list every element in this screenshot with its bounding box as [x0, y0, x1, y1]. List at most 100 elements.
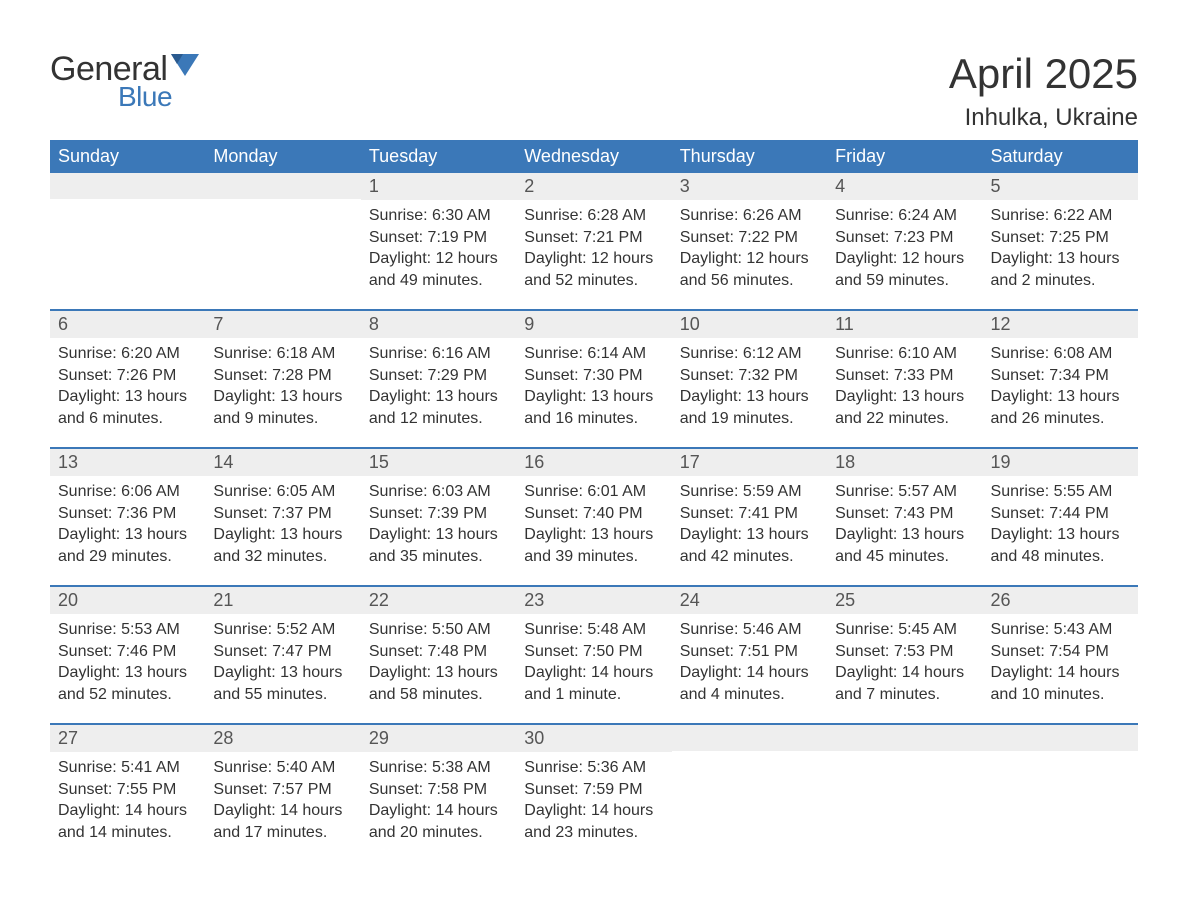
day-number: 26: [983, 587, 1138, 614]
sunrise-text: Sunrise: 6:24 AM: [835, 205, 974, 227]
weekday-saturday: Saturday: [983, 140, 1138, 173]
sunset-text: Sunset: 7:21 PM: [524, 227, 663, 249]
day-body: Sunrise: 6:22 AMSunset: 7:25 PMDaylight:…: [983, 200, 1138, 296]
day-body: Sunrise: 6:05 AMSunset: 7:37 PMDaylight:…: [205, 476, 360, 572]
day-number: 12: [983, 311, 1138, 338]
daylight-text: Daylight: 13 hours and 19 minutes.: [680, 386, 819, 429]
day-body: Sunrise: 6:06 AMSunset: 7:36 PMDaylight:…: [50, 476, 205, 572]
sunset-text: Sunset: 7:41 PM: [680, 503, 819, 525]
day-cell: 5Sunrise: 6:22 AMSunset: 7:25 PMDaylight…: [983, 173, 1138, 309]
day-cell: 14Sunrise: 6:05 AMSunset: 7:37 PMDayligh…: [205, 449, 360, 585]
day-number: [983, 725, 1138, 751]
day-body: Sunrise: 6:01 AMSunset: 7:40 PMDaylight:…: [516, 476, 671, 572]
daylight-text: Daylight: 13 hours and 48 minutes.: [991, 524, 1130, 567]
day-body: Sunrise: 5:36 AMSunset: 7:59 PMDaylight:…: [516, 752, 671, 848]
daylight-text: Daylight: 12 hours and 52 minutes.: [524, 248, 663, 291]
day-cell: 28Sunrise: 5:40 AMSunset: 7:57 PMDayligh…: [205, 725, 360, 861]
day-cell: 25Sunrise: 5:45 AMSunset: 7:53 PMDayligh…: [827, 587, 982, 723]
sunrise-text: Sunrise: 6:06 AM: [58, 481, 197, 503]
sunset-text: Sunset: 7:54 PM: [991, 641, 1130, 663]
daylight-text: Daylight: 14 hours and 20 minutes.: [369, 800, 508, 843]
day-cell: 19Sunrise: 5:55 AMSunset: 7:44 PMDayligh…: [983, 449, 1138, 585]
day-body: Sunrise: 5:50 AMSunset: 7:48 PMDaylight:…: [361, 614, 516, 710]
day-cell: 10Sunrise: 6:12 AMSunset: 7:32 PMDayligh…: [672, 311, 827, 447]
sunset-text: Sunset: 7:29 PM: [369, 365, 508, 387]
day-cell: 29Sunrise: 5:38 AMSunset: 7:58 PMDayligh…: [361, 725, 516, 861]
sunrise-text: Sunrise: 5:50 AM: [369, 619, 508, 641]
weekday-header: Sunday Monday Tuesday Wednesday Thursday…: [50, 140, 1138, 173]
sunset-text: Sunset: 7:22 PM: [680, 227, 819, 249]
location-label: Inhulka, Ukraine: [949, 104, 1138, 132]
week-row: 20Sunrise: 5:53 AMSunset: 7:46 PMDayligh…: [50, 585, 1138, 723]
daylight-text: Daylight: 13 hours and 52 minutes.: [58, 662, 197, 705]
day-body: Sunrise: 5:38 AMSunset: 7:58 PMDaylight:…: [361, 752, 516, 848]
title-block: April 2025 Inhulka, Ukraine: [949, 50, 1138, 132]
day-cell: 9Sunrise: 6:14 AMSunset: 7:30 PMDaylight…: [516, 311, 671, 447]
sunrise-text: Sunrise: 5:59 AM: [680, 481, 819, 503]
month-title: April 2025: [949, 50, 1138, 98]
daylight-text: Daylight: 12 hours and 56 minutes.: [680, 248, 819, 291]
sunrise-text: Sunrise: 6:28 AM: [524, 205, 663, 227]
sunset-text: Sunset: 7:53 PM: [835, 641, 974, 663]
day-number: 15: [361, 449, 516, 476]
sunset-text: Sunset: 7:39 PM: [369, 503, 508, 525]
sunset-text: Sunset: 7:28 PM: [213, 365, 352, 387]
day-number: 25: [827, 587, 982, 614]
day-body: Sunrise: 6:10 AMSunset: 7:33 PMDaylight:…: [827, 338, 982, 434]
week-row: 13Sunrise: 6:06 AMSunset: 7:36 PMDayligh…: [50, 447, 1138, 585]
day-cell: 2Sunrise: 6:28 AMSunset: 7:21 PMDaylight…: [516, 173, 671, 309]
daylight-text: Daylight: 13 hours and 45 minutes.: [835, 524, 974, 567]
day-cell: 15Sunrise: 6:03 AMSunset: 7:39 PMDayligh…: [361, 449, 516, 585]
day-body: Sunrise: 6:28 AMSunset: 7:21 PMDaylight:…: [516, 200, 671, 296]
day-number: 11: [827, 311, 982, 338]
day-body: Sunrise: 5:52 AMSunset: 7:47 PMDaylight:…: [205, 614, 360, 710]
daylight-text: Daylight: 14 hours and 14 minutes.: [58, 800, 197, 843]
daylight-text: Daylight: 13 hours and 6 minutes.: [58, 386, 197, 429]
day-number: 28: [205, 725, 360, 752]
daylight-text: Daylight: 13 hours and 26 minutes.: [991, 386, 1130, 429]
sunrise-text: Sunrise: 6:18 AM: [213, 343, 352, 365]
weekday-sunday: Sunday: [50, 140, 205, 173]
sunrise-text: Sunrise: 5:48 AM: [524, 619, 663, 641]
daylight-text: Daylight: 13 hours and 22 minutes.: [835, 386, 974, 429]
day-cell: 1Sunrise: 6:30 AMSunset: 7:19 PMDaylight…: [361, 173, 516, 309]
sunrise-text: Sunrise: 6:03 AM: [369, 481, 508, 503]
day-body: Sunrise: 6:16 AMSunset: 7:29 PMDaylight:…: [361, 338, 516, 434]
daylight-text: Daylight: 13 hours and 39 minutes.: [524, 524, 663, 567]
daylight-text: Daylight: 13 hours and 35 minutes.: [369, 524, 508, 567]
day-cell: 12Sunrise: 6:08 AMSunset: 7:34 PMDayligh…: [983, 311, 1138, 447]
sunrise-text: Sunrise: 6:26 AM: [680, 205, 819, 227]
sunrise-text: Sunrise: 5:45 AM: [835, 619, 974, 641]
sunrise-text: Sunrise: 6:08 AM: [991, 343, 1130, 365]
day-body: Sunrise: 6:03 AMSunset: 7:39 PMDaylight:…: [361, 476, 516, 572]
sunset-text: Sunset: 7:57 PM: [213, 779, 352, 801]
sunrise-text: Sunrise: 6:01 AM: [524, 481, 663, 503]
daylight-text: Daylight: 14 hours and 23 minutes.: [524, 800, 663, 843]
day-number: 13: [50, 449, 205, 476]
sunset-text: Sunset: 7:50 PM: [524, 641, 663, 663]
day-number: 17: [672, 449, 827, 476]
sunset-text: Sunset: 7:25 PM: [991, 227, 1130, 249]
day-cell: 23Sunrise: 5:48 AMSunset: 7:50 PMDayligh…: [516, 587, 671, 723]
sunset-text: Sunset: 7:23 PM: [835, 227, 974, 249]
day-body: Sunrise: 5:48 AMSunset: 7:50 PMDaylight:…: [516, 614, 671, 710]
sunrise-text: Sunrise: 6:22 AM: [991, 205, 1130, 227]
daylight-text: Daylight: 14 hours and 4 minutes.: [680, 662, 819, 705]
daylight-text: Daylight: 14 hours and 1 minute.: [524, 662, 663, 705]
daylight-text: Daylight: 13 hours and 32 minutes.: [213, 524, 352, 567]
day-cell: 17Sunrise: 5:59 AMSunset: 7:41 PMDayligh…: [672, 449, 827, 585]
sunset-text: Sunset: 7:59 PM: [524, 779, 663, 801]
daylight-text: Daylight: 14 hours and 10 minutes.: [991, 662, 1130, 705]
sunset-text: Sunset: 7:30 PM: [524, 365, 663, 387]
day-number: 14: [205, 449, 360, 476]
day-body: Sunrise: 6:24 AMSunset: 7:23 PMDaylight:…: [827, 200, 982, 296]
sunrise-text: Sunrise: 6:10 AM: [835, 343, 974, 365]
sunrise-text: Sunrise: 5:36 AM: [524, 757, 663, 779]
day-number: 10: [672, 311, 827, 338]
daylight-text: Daylight: 13 hours and 16 minutes.: [524, 386, 663, 429]
logo: General Blue: [50, 50, 199, 113]
day-number: 23: [516, 587, 671, 614]
sunset-text: Sunset: 7:55 PM: [58, 779, 197, 801]
day-cell: [827, 725, 982, 861]
daylight-text: Daylight: 13 hours and 2 minutes.: [991, 248, 1130, 291]
